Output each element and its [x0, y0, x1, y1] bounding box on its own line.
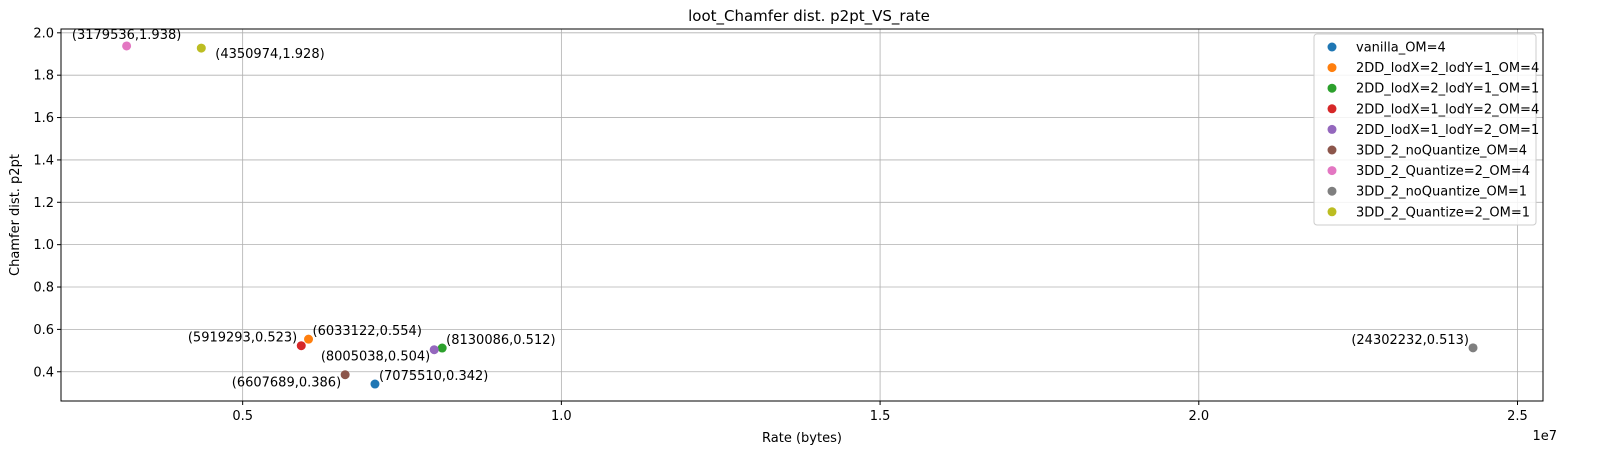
- y-tick-label: 0.8: [33, 281, 54, 296]
- point-annotation: (4350974,1.928): [215, 47, 324, 62]
- data-point: [437, 343, 447, 353]
- grid-lines: [61, 29, 1543, 401]
- point-annotation: (6033122,0.554): [313, 324, 422, 339]
- y-tick-label: 1.6: [33, 111, 54, 126]
- data-points: [122, 41, 1478, 389]
- x-tick-label: 1.0: [551, 409, 572, 424]
- legend-entry-label: 3DD_2_noQuantize_OM=1: [1356, 185, 1527, 200]
- legend-entry-label: 2DD_lodX=2_lodY=1_OM=4: [1356, 61, 1539, 76]
- point-annotation: (8005038,0.504): [321, 350, 430, 365]
- legend-marker: [1327, 83, 1337, 93]
- plot-area-frame: [60, 28, 1544, 402]
- point-annotation: (7075510,0.342): [379, 369, 488, 384]
- data-point: [429, 345, 439, 355]
- legend-entry-label: vanilla_OM=4: [1356, 41, 1446, 56]
- x-tick-label: 1.5: [870, 409, 891, 424]
- x-tick-label: 2.0: [1188, 409, 1209, 424]
- data-point: [370, 379, 380, 389]
- y-tick-label: 1.4: [33, 153, 54, 168]
- legend-entry-label: 3DD_2_Quantize=2_OM=1: [1356, 205, 1530, 220]
- legend-entry-label: 2DD_lodX=1_lodY=2_OM=4: [1356, 102, 1539, 117]
- legend-entry-label: 3DD_2_noQuantize_OM=4: [1356, 144, 1527, 159]
- x-tick-label: 0.5: [232, 409, 253, 424]
- data-point: [196, 43, 206, 53]
- legend-marker: [1327, 207, 1337, 217]
- axis-ticks: 0.5 1.0 1.5 2.0 2.5 0.4 0.6 0.8 1.0 1.2 1.4 1.6 1.8 2…: [33, 26, 1528, 424]
- point-annotations: (7075510,0.342) (6033122,0.554) (8130086,0…: [72, 28, 1469, 391]
- data-point: [304, 334, 314, 344]
- point-annotation: (8130086,0.512): [446, 333, 555, 348]
- point-annotation: (24302232,0.513): [1351, 333, 1469, 348]
- legend-marker: [1327, 104, 1337, 114]
- point-annotation: (6607689,0.386): [232, 376, 341, 391]
- y-tick-label: 0.4: [33, 365, 54, 380]
- legend-entry-label: 3DD_2_Quantize=2_OM=4: [1356, 164, 1530, 179]
- y-tick-label: 2.0: [33, 26, 54, 41]
- y-axis-label: Chamfer dist. p2pt: [8, 154, 23, 276]
- legend-entry-label: 2DD_lodX=1_lodY=2_OM=1: [1356, 123, 1539, 138]
- data-point: [296, 341, 306, 351]
- y-tick-label: 1.2: [33, 196, 54, 211]
- legend: vanilla_OM=4 2DD_lodX=2_lodY=1_OM=4 2DD_lo…: [1313, 33, 1539, 226]
- data-point: [1468, 343, 1478, 353]
- legend-marker: [1327, 166, 1337, 176]
- chart-title: loot_Chamfer dist. p2pt_VS_rate: [688, 7, 930, 26]
- legend-box: [1313, 33, 1537, 226]
- data-point: [122, 41, 132, 51]
- legend-marker: [1327, 145, 1337, 155]
- x-axis-offset-label: 1e7: [1532, 429, 1557, 444]
- legend-entry-label: 2DD_lodX=2_lodY=1_OM=1: [1356, 82, 1539, 97]
- data-point: [340, 370, 350, 380]
- legend-marker: [1327, 42, 1337, 52]
- y-tick-label: 0.6: [33, 323, 54, 338]
- legend-marker: [1327, 63, 1337, 73]
- y-tick-label: 1.8: [33, 69, 54, 84]
- x-tick-label: 2.5: [1507, 409, 1528, 424]
- legend-marker: [1327, 186, 1337, 196]
- point-annotation: (3179536,1.938): [72, 28, 181, 43]
- x-axis-label: Rate (bytes): [762, 431, 842, 446]
- point-annotation: (5919293,0.523): [188, 331, 297, 346]
- legend-marker: [1327, 124, 1337, 134]
- y-tick-label: 1.0: [33, 238, 54, 253]
